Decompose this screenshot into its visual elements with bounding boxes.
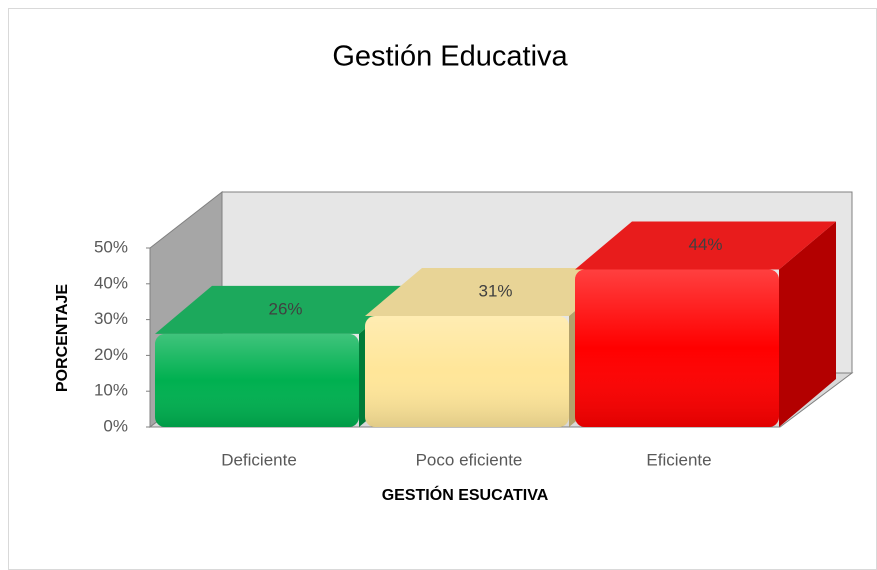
y-tick-label: 10% bbox=[94, 381, 128, 400]
data-label: 26% bbox=[268, 299, 302, 318]
y-tick-label: 0% bbox=[103, 416, 128, 435]
bar-top bbox=[155, 285, 416, 334]
x-tick-label: Eficiente bbox=[646, 450, 711, 469]
x-tick-label: Poco eficiente bbox=[416, 450, 523, 469]
bar-front-shade bbox=[155, 333, 359, 427]
bar-side bbox=[779, 221, 836, 427]
data-label: 44% bbox=[688, 235, 722, 254]
y-tick-label: 40% bbox=[94, 273, 128, 292]
x-tick-label: Deficiente bbox=[221, 450, 297, 469]
x-axis-title: GESTIÓN ESUCATIVA bbox=[382, 485, 549, 504]
bar-top bbox=[575, 221, 836, 270]
data-label: 31% bbox=[478, 282, 512, 301]
y-tick-label: 30% bbox=[94, 309, 128, 328]
bar-top bbox=[365, 268, 626, 317]
bar-front-shade bbox=[365, 316, 569, 427]
y-tick-label: 20% bbox=[94, 345, 128, 364]
bar bbox=[575, 221, 836, 427]
chart-title: Gestión Educativa bbox=[332, 41, 568, 73]
y-tick-label: 50% bbox=[94, 237, 128, 256]
bar-front-shade bbox=[575, 269, 779, 427]
bar bbox=[155, 285, 416, 427]
y-axis-title: PORCENTAJE bbox=[54, 284, 71, 392]
